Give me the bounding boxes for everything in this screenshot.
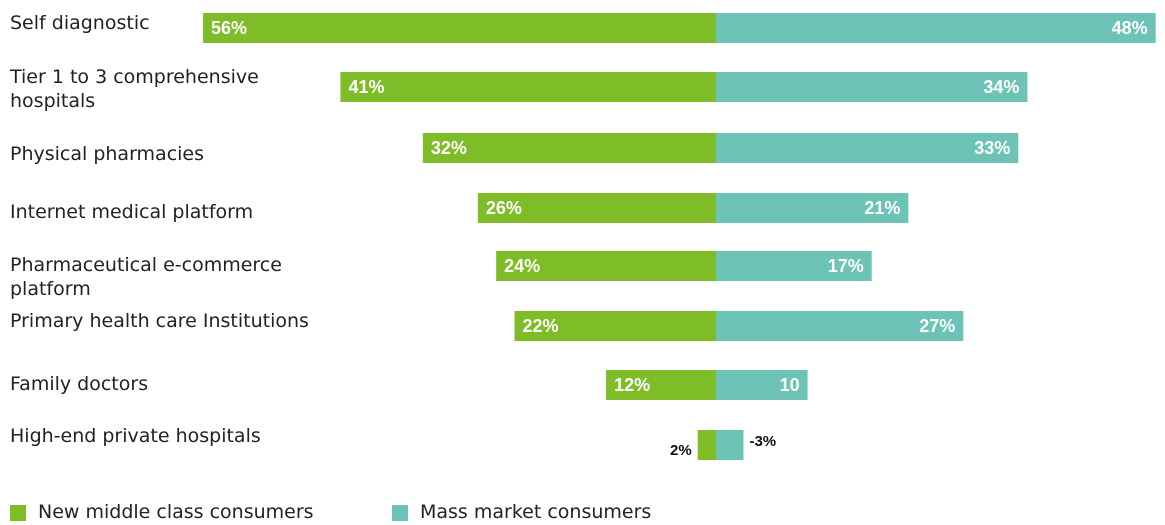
value-label: 21%	[864, 198, 900, 218]
category-label: Pharmaceutical e-commerce platform	[10, 254, 282, 300]
bar	[716, 311, 964, 341]
value-label: 2%	[670, 442, 692, 459]
bar	[203, 13, 717, 43]
category-label: Primary health care Institutions	[10, 310, 309, 332]
bar	[477, 193, 716, 223]
value-label: 24%	[504, 256, 540, 276]
value-label: 10	[780, 375, 800, 395]
bar	[496, 251, 716, 281]
category-label: Family doctors	[10, 373, 149, 395]
value-label: 48%	[1112, 18, 1148, 38]
bar	[606, 370, 716, 400]
value-label: 26%	[486, 198, 522, 218]
bar	[340, 72, 716, 102]
bar	[422, 133, 716, 163]
value-label: 56%	[211, 18, 247, 38]
value-label: 12%	[614, 375, 650, 395]
category-label: High-end private hospitals	[10, 425, 261, 447]
legend-label: Mass market consumers	[420, 501, 652, 523]
category-label: Physical pharmacies	[10, 143, 205, 165]
bar	[716, 251, 872, 281]
bar	[514, 311, 716, 341]
value-label: 17%	[828, 256, 864, 276]
category-label: Internet medical platform	[10, 201, 254, 223]
category-label: Tier 1 to 3 comprehensive hospitals	[10, 66, 259, 112]
bar	[716, 193, 909, 223]
bar	[716, 133, 1019, 163]
legend-swatch	[392, 505, 408, 521]
value-label: 33%	[974, 138, 1010, 158]
bar	[716, 430, 744, 460]
value-label: 27%	[919, 316, 955, 336]
value-label: 34%	[983, 77, 1019, 97]
value-label: 41%	[348, 77, 384, 97]
bar	[716, 370, 808, 400]
value-label: 32%	[431, 138, 467, 158]
value-label: 22%	[522, 316, 558, 336]
bar	[716, 72, 1028, 102]
category-label: Self diagnostic	[10, 12, 150, 34]
bar	[716, 13, 1156, 43]
bar	[697, 430, 716, 460]
legend-swatch	[10, 505, 26, 521]
legend-label: New middle class consumers	[38, 501, 314, 523]
value-label: -3%	[749, 433, 776, 450]
